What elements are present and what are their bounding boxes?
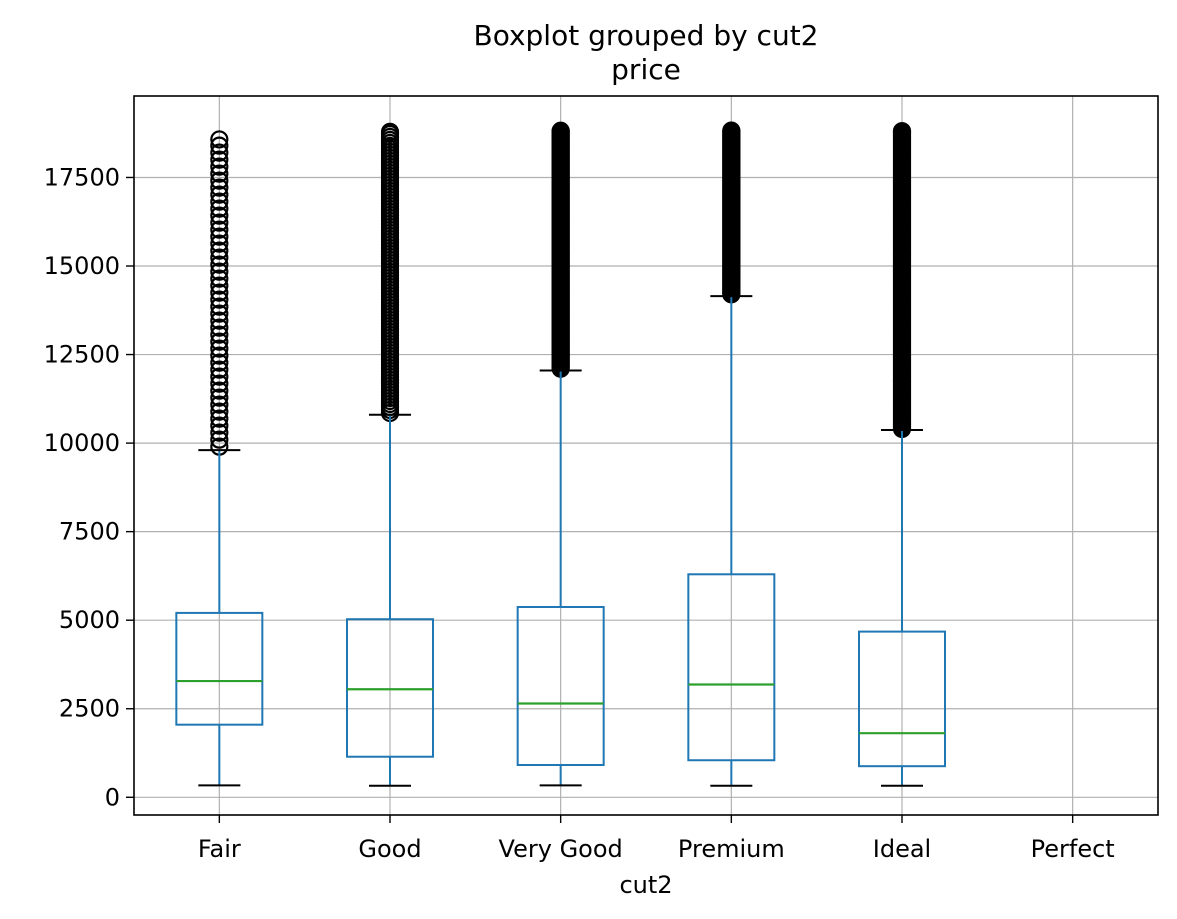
chart-subtitle: price — [611, 53, 681, 86]
outlier-point — [380, 122, 400, 141]
box-group-fair — [175, 130, 264, 787]
outlier-point — [210, 248, 229, 267]
outlier-point — [210, 339, 229, 358]
outlier-point — [210, 255, 229, 274]
y-tick-label: 7500 — [59, 518, 120, 546]
plot-frame — [133, 95, 1159, 816]
x-tick-label: Premium — [678, 835, 785, 863]
box-group-very-good — [516, 121, 605, 787]
y-tick-label: 2500 — [59, 695, 120, 723]
outlier-point — [210, 206, 229, 225]
outlier-point — [210, 360, 229, 379]
outlier-point — [210, 150, 229, 169]
outlier-point — [210, 283, 229, 302]
outlier-point — [210, 262, 229, 281]
outlier-point — [551, 121, 570, 140]
iqr-box — [346, 618, 434, 758]
outlier-point — [210, 290, 229, 309]
outlier-point — [210, 269, 229, 288]
outlier-point — [210, 430, 229, 449]
x-tick-label: Good — [358, 835, 421, 863]
box-group-good — [346, 122, 434, 787]
outlier-point — [210, 178, 229, 197]
outlier-point — [210, 416, 229, 435]
outlier-point — [210, 367, 229, 386]
outlier-point — [210, 234, 229, 253]
iqr-box — [858, 630, 946, 768]
tick-layer: 0 2500 5000 7500 10000 12500 15000 17500 Fair Goo… — [44, 163, 1115, 863]
y-tick-label: 5000 — [59, 606, 120, 634]
y-tick-label: 0 — [105, 783, 120, 811]
y-tick-label: 10000 — [44, 429, 120, 457]
outlier-point — [210, 346, 229, 365]
iqr-box — [687, 573, 776, 762]
box-group-premium — [687, 121, 776, 787]
y-tick-label: 17500 — [44, 163, 120, 191]
x-tick-label: Ideal — [873, 835, 931, 863]
outlier-point — [210, 192, 229, 211]
outlier-point — [210, 402, 229, 421]
outlier-point — [210, 318, 229, 337]
outlier-point — [210, 213, 229, 232]
outlier-point — [210, 136, 229, 155]
outlier-point — [210, 374, 229, 393]
outlier-point — [210, 381, 229, 400]
outlier-point — [210, 353, 229, 372]
outlier-point — [892, 122, 912, 141]
outlier-point — [210, 185, 229, 204]
outlier-point — [210, 388, 229, 407]
box-layer — [175, 121, 946, 787]
outlier-point — [210, 143, 229, 162]
x-tick-label: Fair — [198, 835, 241, 863]
x-axis-label: cut2 — [619, 871, 672, 899]
outlier-point — [210, 325, 229, 344]
outlier-point — [210, 199, 229, 218]
outlier-point — [210, 164, 229, 183]
outlier-point — [210, 220, 229, 239]
outlier-point — [210, 157, 229, 176]
outlier-point — [210, 304, 229, 323]
x-tick-label: Very Good — [499, 835, 623, 863]
outlier-point — [210, 423, 229, 442]
outlier-point — [210, 409, 229, 428]
outlier-point — [722, 121, 741, 140]
outlier-point — [210, 311, 229, 330]
x-tick-label: Perfect — [1031, 835, 1115, 863]
outlier-point — [210, 395, 229, 414]
iqr-box — [516, 605, 605, 766]
outlier-point — [210, 297, 229, 316]
iqr-box — [175, 611, 264, 726]
outlier-point — [210, 241, 229, 260]
outlier-point — [210, 332, 229, 351]
y-tick-label: 12500 — [44, 341, 120, 369]
chart-title: Boxplot grouped by cut2 — [473, 19, 818, 52]
outlier-point — [210, 276, 229, 295]
outlier-point — [210, 171, 229, 190]
box-group-ideal — [858, 122, 946, 787]
y-tick-label: 15000 — [44, 252, 120, 280]
outlier-point — [210, 130, 229, 149]
outlier-point — [210, 227, 229, 246]
